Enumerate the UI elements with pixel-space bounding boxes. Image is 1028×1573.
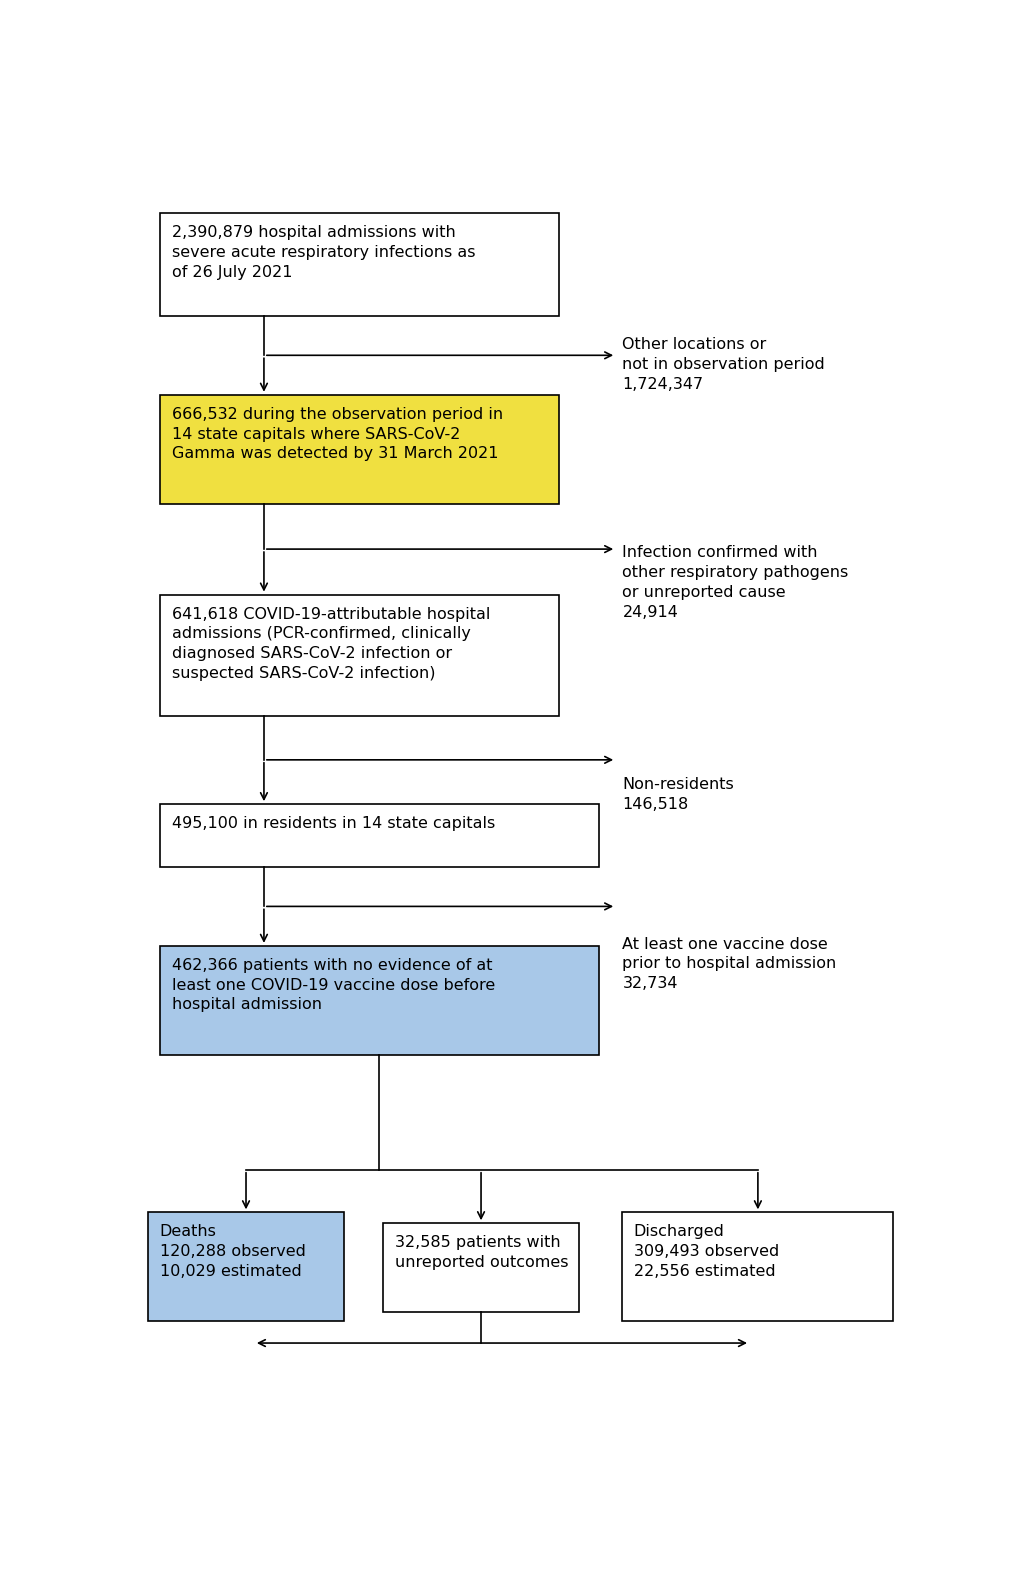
Text: Other locations or
not in observation period
1,724,347: Other locations or not in observation pe… [622, 337, 825, 392]
Text: 2,390,879 hospital admissions with
severe acute respiratory infections as
of 26 : 2,390,879 hospital admissions with sever… [172, 225, 475, 280]
FancyBboxPatch shape [148, 1213, 343, 1321]
FancyBboxPatch shape [160, 212, 559, 316]
Text: 666,532 during the observation period in
14 state capitals where SARS-CoV-2
Gamm: 666,532 during the observation period in… [172, 407, 503, 461]
Text: 32,585 patients with
unreported outcomes: 32,585 patients with unreported outcomes [395, 1235, 568, 1269]
Text: At least one vaccine dose
prior to hospital admission
32,734: At least one vaccine dose prior to hospi… [622, 936, 837, 991]
FancyBboxPatch shape [160, 804, 598, 867]
Text: Non-residents
146,518: Non-residents 146,518 [622, 777, 734, 812]
FancyBboxPatch shape [160, 595, 559, 716]
Text: 462,366 patients with no evidence of at
least one COVID-19 vaccine dose before
h: 462,366 patients with no evidence of at … [172, 958, 494, 1013]
Text: Deaths
120,288 observed
10,029 estimated: Deaths 120,288 observed 10,029 estimated [159, 1224, 305, 1279]
FancyBboxPatch shape [160, 395, 559, 503]
FancyBboxPatch shape [160, 945, 598, 1055]
FancyBboxPatch shape [622, 1213, 893, 1321]
Text: 641,618 COVID-19-attributable hospital
admissions (PCR-confirmed, clinically
dia: 641,618 COVID-19-attributable hospital a… [172, 607, 490, 681]
FancyBboxPatch shape [383, 1224, 579, 1312]
Text: Infection confirmed with
other respiratory pathogens
or unreported cause
24,914: Infection confirmed with other respirato… [622, 546, 849, 620]
Text: Discharged
309,493 observed
22,556 estimated: Discharged 309,493 observed 22,556 estim… [633, 1224, 779, 1279]
Text: 495,100 in residents in 14 state capitals: 495,100 in residents in 14 state capital… [172, 816, 494, 831]
